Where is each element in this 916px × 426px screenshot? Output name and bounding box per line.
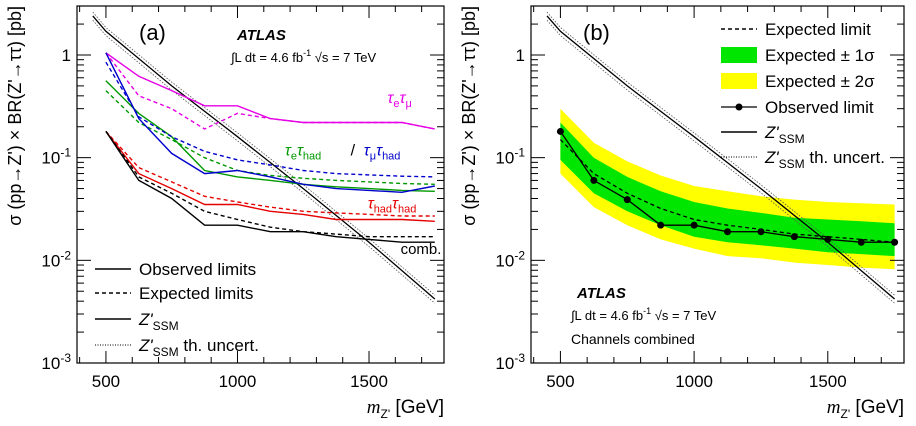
zssm-uncert-upper bbox=[92, 11, 436, 296]
expected-limit-line bbox=[559, 139, 895, 243]
observed-point bbox=[556, 127, 564, 135]
legend-marker-dot bbox=[735, 103, 743, 111]
plot-frame bbox=[76, 5, 445, 364]
legend-label: Expected limits bbox=[139, 284, 253, 303]
observed-point bbox=[623, 196, 631, 204]
panel-b: 500 1000 1500 10-3 10-2 10-1 1 mZ' [GeV] σ (pp→Z… bbox=[459, 5, 905, 421]
legend-label: Z'SSM bbox=[764, 123, 805, 146]
legend-label: Expected ± 2σ bbox=[765, 72, 875, 91]
y-tick-label: 1 bbox=[516, 46, 525, 65]
atlas-label: ATLAS bbox=[576, 285, 626, 302]
legend-label: Z'SSM th. uncert. bbox=[138, 336, 259, 359]
channel-label-comb: comb. bbox=[401, 241, 442, 258]
y-tick-label: 10-2 bbox=[41, 248, 71, 270]
series-expected-line bbox=[105, 90, 435, 185]
atlas-label: ATLAS bbox=[236, 27, 286, 44]
series-observed-line bbox=[105, 80, 435, 192]
observed-point bbox=[790, 233, 798, 241]
y-tick-label: 10-3 bbox=[41, 351, 71, 373]
x-tick-label: 1000 bbox=[219, 372, 257, 391]
series-observed-line bbox=[105, 131, 435, 243]
x-tick-label: 1500 bbox=[350, 372, 388, 391]
channels-combined-label: Channels combined bbox=[571, 331, 695, 347]
series-observed-line bbox=[105, 52, 435, 194]
legend-label: Z'SSM bbox=[138, 310, 179, 333]
series-expected-line bbox=[105, 130, 435, 238]
legend-label: Observed limits bbox=[139, 260, 256, 279]
x-tick-label: 500 bbox=[546, 372, 574, 391]
observed-point bbox=[857, 238, 865, 246]
series-expected-line bbox=[105, 61, 435, 178]
x-axis-label: mZ' [GeV] bbox=[827, 397, 904, 421]
y-tick-label: 10-1 bbox=[41, 146, 71, 168]
legend-label: Expected ± 1σ bbox=[765, 46, 875, 65]
observed-point bbox=[891, 238, 899, 246]
panel-label: (b) bbox=[583, 20, 610, 45]
observed-point bbox=[690, 221, 698, 229]
channel-label-etau-had: τeτhad bbox=[285, 142, 321, 162]
channel-label-separator: / bbox=[351, 142, 356, 159]
lumi-label: ∫L dt = 4.6 fb-1 √s = 7 TeV bbox=[230, 48, 377, 65]
observed-point bbox=[757, 228, 765, 236]
panel-label: (a) bbox=[139, 20, 166, 45]
panel-a: 500 1000 1500 10-3 10-2 10-1 1 mZ' [GeV] σ (pp→Z… bbox=[5, 5, 445, 421]
x-tick-label: 500 bbox=[92, 372, 120, 391]
y-tick-label: 10-3 bbox=[495, 351, 525, 373]
channel-label-etau-mutau: τeτμ bbox=[387, 90, 411, 110]
observed-point bbox=[824, 235, 832, 243]
one-sigma-band bbox=[560, 122, 895, 257]
y-axis-label: σ (pp→Z') × BR(Z'→ττ) [pb] bbox=[5, 6, 25, 226]
observed-point bbox=[657, 221, 665, 229]
observed-point bbox=[724, 228, 732, 236]
observed-point bbox=[590, 176, 598, 184]
series-expected-line bbox=[105, 52, 435, 130]
series-expected-line bbox=[105, 130, 435, 217]
channel-label-hadhad: τhadτhad bbox=[368, 195, 417, 215]
legend-two-sigma-box bbox=[721, 73, 757, 89]
plot-frame bbox=[530, 5, 905, 364]
zssm-uncert-lower bbox=[546, 19, 895, 304]
series-observed-line bbox=[105, 130, 435, 222]
zssm-theory-line bbox=[92, 15, 436, 300]
legend-one-sigma-box bbox=[721, 47, 757, 63]
y-tick-label: 1 bbox=[62, 46, 71, 65]
legend-label: Z'SSM th. uncert. bbox=[764, 148, 885, 171]
legend-label: Observed limit bbox=[765, 98, 874, 117]
zssm-uncert-lower bbox=[92, 19, 436, 304]
y-axis-label: σ (pp→Z') × BR(Z'→ττ) [pb] bbox=[459, 6, 479, 226]
y-tick-label: 10-1 bbox=[495, 146, 525, 168]
x-tick-label: 1000 bbox=[675, 372, 713, 391]
lumi-label: ∫L dt = 4.6 fb-1 √s = 7 TeV bbox=[570, 306, 717, 323]
y-tick-label: 10-2 bbox=[495, 248, 525, 270]
x-axis-label: mZ' [GeV] bbox=[367, 397, 444, 421]
channel-label-mutau-had: τμτhad bbox=[364, 142, 401, 162]
legend-label: Expected limit bbox=[765, 20, 871, 39]
x-tick-label: 1500 bbox=[809, 372, 847, 391]
